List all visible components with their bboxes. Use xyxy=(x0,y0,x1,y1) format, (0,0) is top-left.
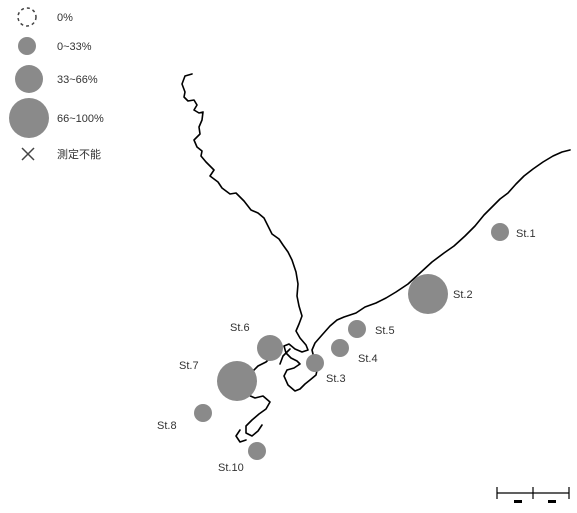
coastline-inlet xyxy=(279,348,291,365)
station-label: St.3 xyxy=(326,373,346,385)
legend-item-0-33: 0~33% xyxy=(18,37,92,55)
legend-item-33-66: 33~66% xyxy=(15,65,98,93)
legend-item-unmeasurable: 測定不能 xyxy=(21,147,101,161)
coastline-lower xyxy=(243,345,283,437)
station-st6[interactable]: St.6 xyxy=(230,322,283,361)
stations: St.1 St.2 St.5 St.4 St.3 St.6 St.7 St.8 xyxy=(157,223,536,474)
station-marker[interactable] xyxy=(257,335,283,361)
station-label: St.5 xyxy=(375,325,395,337)
dashed-circle-icon xyxy=(17,7,37,27)
station-st10[interactable]: St.10 xyxy=(218,442,266,474)
station-st3[interactable]: St.3 xyxy=(306,354,346,385)
station-marker[interactable] xyxy=(408,274,448,314)
station-marker[interactable] xyxy=(306,354,324,372)
large-circle-icon xyxy=(9,98,49,138)
station-st1[interactable]: St.1 xyxy=(491,223,536,241)
legend-label: 測定不能 xyxy=(57,147,101,161)
legend-item-0-percent: 0% xyxy=(17,7,73,27)
station-marker[interactable] xyxy=(331,339,349,357)
station-marker[interactable] xyxy=(348,320,366,338)
station-st8[interactable]: St.8 xyxy=(157,404,212,432)
station-marker[interactable] xyxy=(217,361,257,401)
legend-item-66-100: 66~100% xyxy=(9,98,104,138)
station-st2[interactable]: St.2 xyxy=(408,274,473,314)
coastline xyxy=(181,73,571,443)
station-label: St.7 xyxy=(179,360,199,372)
station-label: St.6 xyxy=(230,322,250,334)
station-marker[interactable] xyxy=(194,404,212,422)
station-label: St.2 xyxy=(453,289,473,301)
legend: 0% 0~33% 33~66% 66~100% 測定不能 xyxy=(9,7,104,161)
coastline-main xyxy=(181,73,571,392)
station-label: St.8 xyxy=(157,420,177,432)
medium-circle-icon xyxy=(15,65,43,93)
small-circle-icon xyxy=(18,37,36,55)
legend-label: 0% xyxy=(57,12,73,24)
station-marker[interactable] xyxy=(248,442,266,460)
legend-label: 66~100% xyxy=(57,113,104,125)
station-label: St.1 xyxy=(516,228,536,240)
station-st4[interactable]: St.4 xyxy=(331,339,378,365)
station-label: St.10 xyxy=(218,462,244,474)
station-marker[interactable] xyxy=(491,223,509,241)
scale-bar-icon xyxy=(496,487,570,503)
legend-label: 33~66% xyxy=(57,74,98,86)
coastline-island-lower xyxy=(235,429,247,443)
station-label: St.4 xyxy=(358,353,378,365)
station-st5[interactable]: St.5 xyxy=(348,320,395,338)
cross-mark-icon xyxy=(21,147,35,161)
station-st7[interactable]: St.7 xyxy=(179,360,257,401)
legend-label: 0~33% xyxy=(57,41,92,53)
